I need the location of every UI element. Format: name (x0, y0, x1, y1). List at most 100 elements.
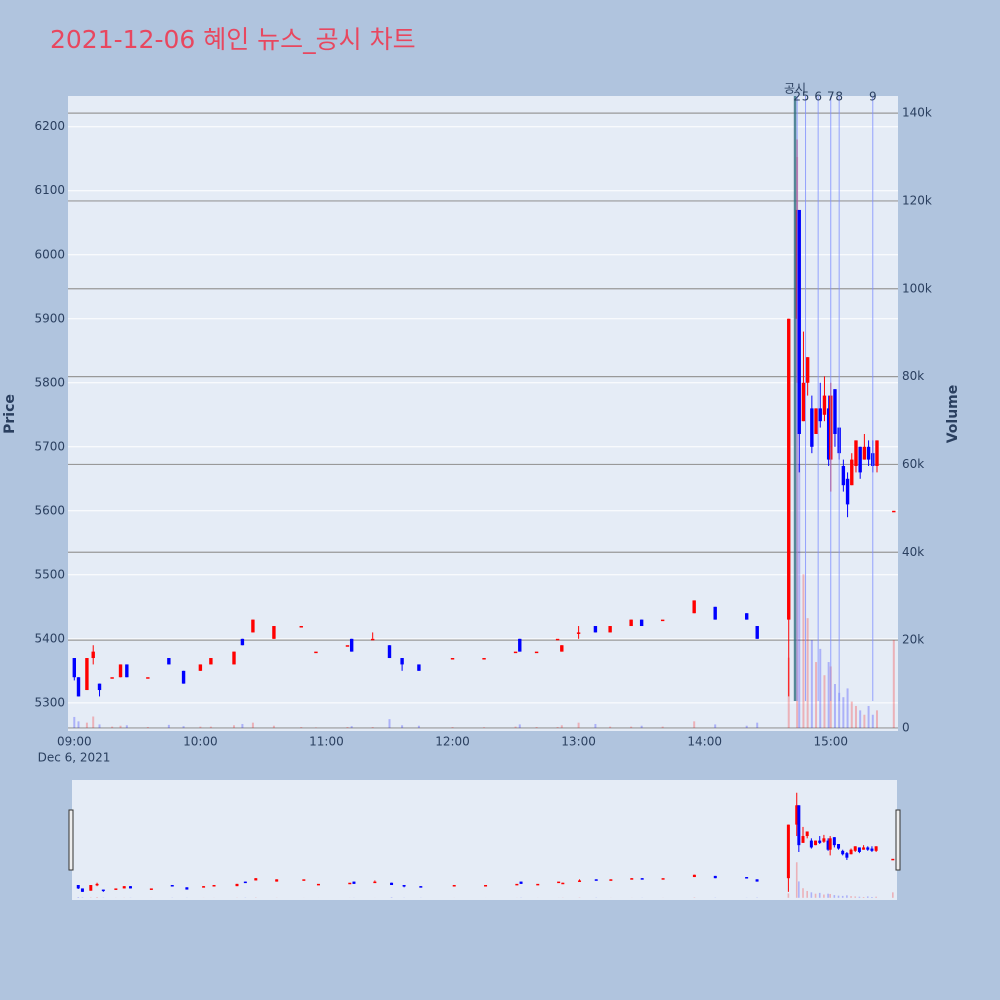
mini-candle-body (243, 881, 247, 884)
volume-bar (833, 684, 836, 728)
volume-bar (560, 725, 563, 728)
mini-volume-bar (858, 896, 861, 898)
mini-candle-body (862, 847, 866, 850)
candle-body (555, 638, 560, 641)
y-axis-title: Price (2, 394, 18, 434)
volume-bar (167, 724, 170, 728)
range-slider[interactable] (72, 780, 897, 900)
volume-bar (661, 726, 664, 728)
mini-candle-body (89, 885, 93, 891)
candle-body (866, 446, 871, 460)
y-tick-label: 5300 (34, 695, 65, 709)
mini-volume-bar (390, 897, 393, 898)
mini-volume-bar (854, 896, 857, 898)
candle-body (482, 658, 486, 660)
volume-bar (518, 724, 521, 728)
mini-candle-body (661, 878, 665, 880)
candle-body (862, 446, 867, 460)
candle-body (370, 638, 375, 641)
volume-bar (802, 574, 805, 728)
candle-body (417, 664, 421, 671)
mini-candle-body (561, 882, 565, 885)
volume-bar (451, 727, 454, 728)
mini-candle-body (849, 849, 853, 855)
range-handle[interactable] (68, 809, 74, 871)
volume-bar (350, 726, 353, 728)
mini-volume-bar (846, 895, 848, 898)
mini-candle-body (640, 878, 644, 880)
candle-body (272, 626, 276, 639)
y-tick-label: 5600 (34, 503, 65, 517)
candle-body (854, 440, 858, 466)
candle-body (713, 606, 717, 620)
y-tick-label: 5900 (34, 311, 65, 325)
volume-bar (388, 719, 391, 728)
mini-candle-body (755, 879, 759, 882)
candle-body (745, 613, 749, 620)
volume-bar (209, 726, 212, 728)
mini-candle-body (845, 853, 849, 858)
volume-bar (182, 726, 185, 728)
volume-bar (854, 705, 857, 728)
candle-body (181, 670, 186, 684)
candle-body (85, 658, 89, 691)
x-tick-label: 10:00 (183, 735, 218, 749)
x-tick-label: 11:00 (309, 735, 344, 749)
mini-volume-bar (850, 896, 852, 898)
volume-bar (859, 710, 862, 728)
mini-candle-body (837, 844, 841, 849)
mini-volume-bar (795, 862, 798, 898)
candle-body (110, 677, 114, 679)
y2-tick-label: 100k (902, 281, 932, 295)
mini-candle-body (609, 879, 613, 881)
volume-bar (815, 662, 818, 728)
mini-candle-body (202, 886, 206, 888)
candle-body (146, 677, 150, 679)
mini-volume-bar (823, 894, 825, 898)
volume-bar (594, 723, 597, 728)
volume-bar (819, 648, 822, 728)
volume-bar (111, 726, 114, 728)
candle-body (314, 651, 318, 654)
y2-tick-label: 20k (902, 633, 924, 647)
mini-candle-body (805, 831, 809, 837)
volume-bar (714, 724, 717, 728)
candle-body (209, 658, 213, 665)
candle-body (513, 651, 518, 654)
candle-body (91, 651, 95, 659)
mini-volume-bar (814, 893, 817, 898)
candle-body (845, 478, 850, 505)
candle-body (72, 658, 77, 678)
annotation-label: 7 (827, 90, 835, 104)
candle-body (629, 619, 633, 627)
mini-candle-body (402, 885, 406, 887)
mini-candle-body (519, 881, 523, 884)
volume-bar (92, 716, 95, 728)
candle-body (76, 677, 81, 697)
mini-candle-body (352, 881, 356, 884)
volume-bar (241, 723, 244, 728)
mini-candle-body (814, 840, 818, 846)
candle-body (660, 619, 665, 622)
mini-candle-body (828, 838, 832, 850)
annotation-label: 2 (793, 90, 801, 104)
y-tick-label: 5500 (34, 567, 65, 581)
candle-body (841, 465, 846, 486)
candle-body (810, 408, 814, 447)
volume-bar (875, 710, 878, 728)
plot-area (68, 96, 898, 731)
y-tick-label: 6000 (34, 247, 65, 261)
chart-title: 2021-12-06 혜인 뉴스_공시 차트 (50, 25, 416, 54)
volume-bar (417, 725, 420, 728)
y-tick-label: 5700 (34, 439, 65, 453)
candle-body (801, 382, 806, 422)
mini-candle-body (857, 847, 861, 852)
mini-candle-body (745, 877, 749, 879)
candle-body (518, 638, 522, 652)
mini-volume-bar (841, 895, 844, 898)
range-handle[interactable] (895, 809, 901, 871)
candle-body (240, 638, 245, 646)
volume-bar (609, 726, 612, 728)
candle-body (198, 664, 203, 671)
